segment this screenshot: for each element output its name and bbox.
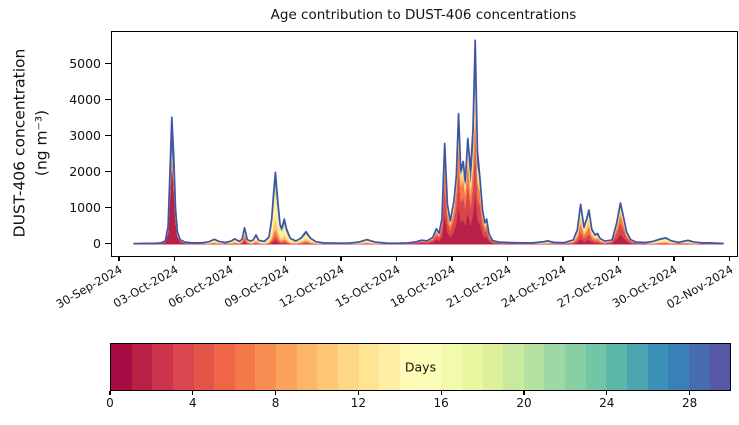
colorbar-segment bbox=[585, 344, 607, 390]
y-tick-mark bbox=[105, 170, 111, 172]
colorbar-segment bbox=[647, 344, 669, 390]
age-band-area bbox=[133, 91, 724, 245]
colorbar-tick-label: 12 bbox=[350, 396, 367, 410]
x-tick-mark bbox=[340, 256, 342, 261]
colorbar-label: Days bbox=[404, 359, 437, 375]
colorbar-tick-mark bbox=[523, 391, 525, 395]
colorbar-segment bbox=[358, 344, 380, 390]
age-band-area bbox=[133, 144, 724, 245]
colorbar-tick-label: 0 bbox=[106, 396, 114, 410]
colorbar-tick-mark bbox=[357, 391, 359, 395]
age-band-area bbox=[133, 109, 724, 245]
colorbar-segment bbox=[296, 344, 318, 390]
y-tick-mark bbox=[105, 134, 111, 136]
total-concentration-outline bbox=[133, 39, 724, 245]
y-tick-label: 5000 bbox=[69, 55, 101, 71]
colorbar-segment bbox=[627, 344, 648, 390]
colorbar-tick-label: 16 bbox=[433, 396, 449, 410]
colorbar-tick-label: 4 bbox=[188, 396, 197, 410]
age-band-area bbox=[133, 78, 724, 245]
colorbar-segment bbox=[420, 344, 442, 390]
colorbar-segment bbox=[544, 344, 566, 390]
colorbar-segment bbox=[565, 344, 586, 390]
colorbar-segment bbox=[338, 344, 359, 390]
age-band-area bbox=[133, 70, 724, 244]
x-tick-mark bbox=[451, 256, 453, 261]
colorbar-tick-mark bbox=[109, 391, 111, 395]
y-axis-label: DUST-406 concentration (ng m⁻³) bbox=[9, 49, 54, 238]
y-tick-mark bbox=[105, 242, 111, 244]
colorbar-segment bbox=[668, 344, 689, 390]
y-axis-label-line1: DUST-406 concentration bbox=[10, 48, 29, 238]
colorbar-segment bbox=[503, 344, 524, 390]
colorbar-tick-mark bbox=[192, 391, 194, 395]
colorbar-segment bbox=[234, 344, 256, 390]
colorbar-segment bbox=[214, 344, 235, 390]
colorbar-tick-mark bbox=[606, 391, 608, 395]
colorbar-segment bbox=[709, 344, 731, 390]
x-tick-mark bbox=[284, 256, 287, 261]
x-tick-label: 30-Sep-2024 bbox=[53, 262, 125, 312]
y-tick-label: 2000 bbox=[69, 163, 101, 179]
x-tick-mark bbox=[506, 256, 509, 261]
y-axis-label-line2: (ng m⁻³) bbox=[33, 109, 51, 177]
x-tick-mark bbox=[728, 256, 731, 261]
colorbar-segment bbox=[461, 344, 483, 390]
colorbar-segment bbox=[152, 344, 173, 390]
colorbar-segment bbox=[193, 344, 215, 390]
colorbar-segment bbox=[379, 344, 400, 390]
colorbar-segment bbox=[111, 344, 132, 390]
colorbar-tick-mark bbox=[440, 391, 442, 395]
x-tick-mark bbox=[173, 256, 176, 261]
plot-area bbox=[111, 31, 738, 257]
colorbar-segment bbox=[317, 344, 339, 390]
colorbar: Days bbox=[110, 343, 731, 391]
colorbar-segment bbox=[606, 344, 628, 390]
colorbar-segment bbox=[688, 344, 710, 390]
x-tick-mark bbox=[395, 256, 398, 261]
x-tick-mark bbox=[118, 256, 120, 261]
colorbar-tick-label: 28 bbox=[681, 396, 698, 410]
age-band-area bbox=[133, 168, 724, 245]
colorbar-tick-label: 24 bbox=[599, 396, 615, 410]
colorbar-segment bbox=[441, 344, 462, 390]
colorbar-segment bbox=[482, 344, 504, 390]
x-tick-mark bbox=[562, 256, 564, 261]
colorbar-tick-mark bbox=[275, 391, 277, 395]
y-tick-mark bbox=[105, 62, 111, 64]
colorbar-segment bbox=[172, 344, 194, 390]
colorbar-segment bbox=[255, 344, 277, 390]
y-tick-mark bbox=[105, 206, 111, 208]
stacked-area-chart bbox=[133, 39, 724, 245]
colorbar-tick-mark bbox=[689, 391, 691, 395]
colorbar-segment bbox=[276, 344, 297, 390]
colorbar-tick-label: 20 bbox=[516, 396, 532, 410]
colorbar-segment bbox=[399, 344, 421, 390]
y-tick-mark bbox=[105, 98, 111, 100]
chart-title: Age contribution to DUST-406 concentrati… bbox=[270, 7, 577, 23]
colorbar-segment bbox=[523, 344, 545, 390]
y-tick-label: 4000 bbox=[69, 91, 101, 107]
colorbar-tick-label: 8 bbox=[271, 396, 280, 410]
x-tick-mark bbox=[229, 256, 231, 261]
x-tick-mark bbox=[673, 256, 675, 261]
colorbar-segment bbox=[131, 344, 153, 390]
age-band-area bbox=[133, 40, 724, 244]
y-tick-label: 0 bbox=[93, 235, 101, 251]
y-tick-label: 3000 bbox=[69, 127, 101, 143]
y-tick-label: 1000 bbox=[69, 199, 101, 215]
x-tick-mark bbox=[617, 256, 620, 261]
